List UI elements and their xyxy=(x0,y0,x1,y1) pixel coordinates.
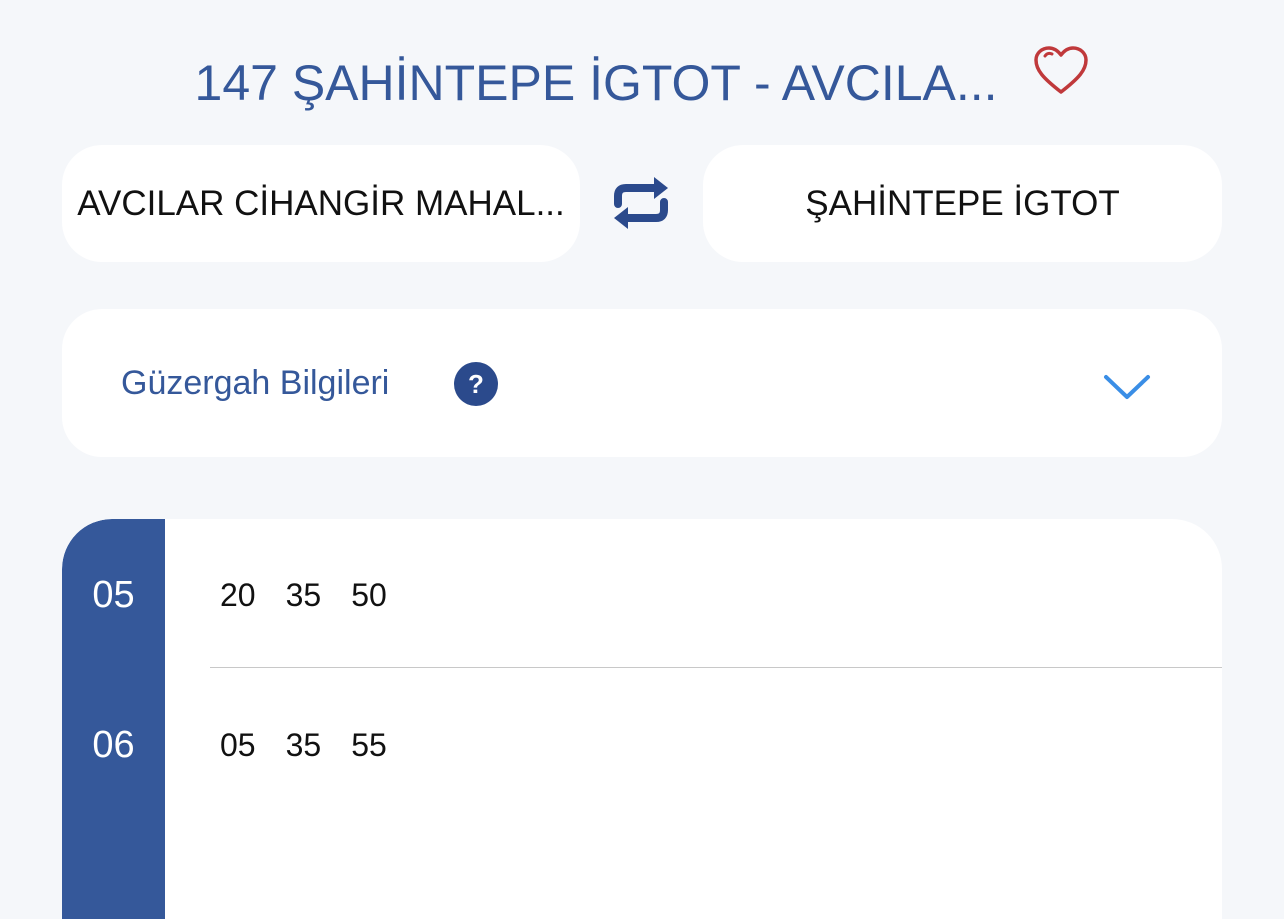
line-title: 147 ŞAHİNTEPE İGTOT - AVCILA... xyxy=(194,54,998,111)
minute: 35 xyxy=(285,577,322,613)
table-row: 06 05 35 55 xyxy=(62,669,1222,819)
origin-stop-button[interactable]: AVCILAR CİHANGİR MAHAL... xyxy=(62,145,580,262)
minute: 50 xyxy=(351,577,387,613)
hour-label: 05 xyxy=(92,574,135,616)
route-info-label: Güzergah Bilgileri xyxy=(121,364,390,402)
minute: 55 xyxy=(351,727,387,763)
minutes-list: 05 35 55 xyxy=(220,727,387,764)
table-row: 05 20 35 50 xyxy=(62,519,1222,669)
swap-direction-icon[interactable] xyxy=(610,172,672,234)
chevron-down-icon[interactable] xyxy=(1102,371,1152,406)
minutes-list: 20 35 50 xyxy=(220,577,387,614)
destination-stop-label: ŞAHİNTEPE İGTOT xyxy=(805,183,1120,223)
minute: 05 xyxy=(220,727,256,763)
page-title: 147 ŞAHİNTEPE İGTOT - AVCILA... xyxy=(0,46,1284,114)
row-divider xyxy=(210,667,1222,668)
hour-label: 06 xyxy=(92,724,135,766)
minute: 20 xyxy=(220,577,256,613)
help-icon[interactable]: ? xyxy=(454,362,498,406)
minute: 35 xyxy=(285,727,322,763)
origin-stop-label: AVCILAR CİHANGİR MAHAL... xyxy=(77,183,565,223)
route-info-accordion[interactable]: Güzergah Bilgileri ? xyxy=(62,309,1222,457)
destination-stop-button[interactable]: ŞAHİNTEPE İGTOT xyxy=(703,145,1222,262)
heart-icon[interactable] xyxy=(1033,46,1089,108)
timetable: 05 20 35 50 06 05 35 55 xyxy=(62,519,1222,919)
